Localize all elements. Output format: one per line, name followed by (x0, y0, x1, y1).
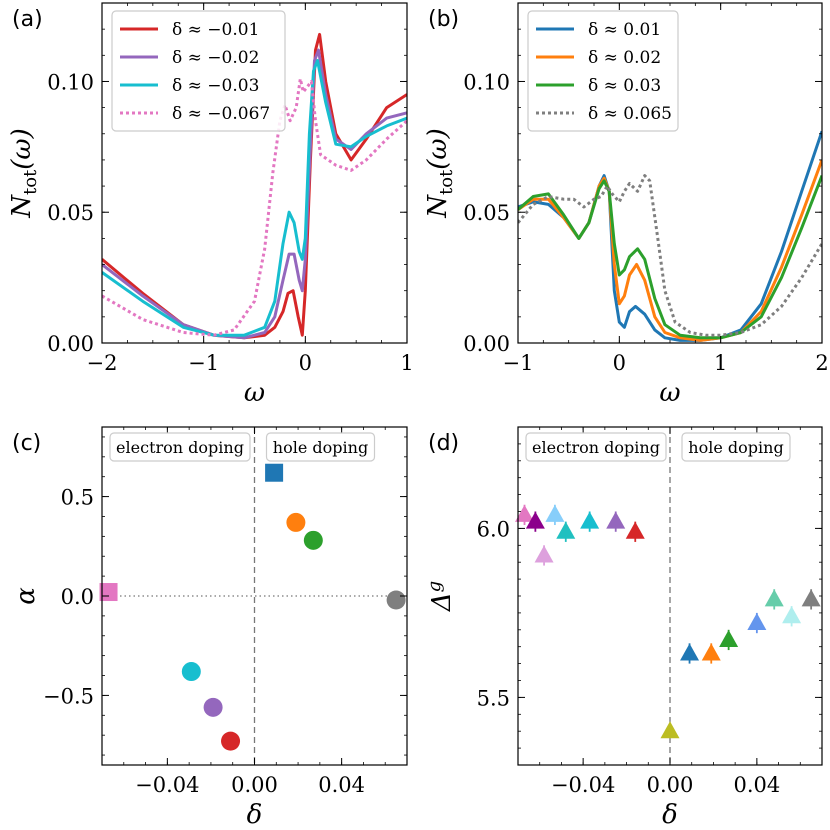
hole-doping-label: hole doping (688, 438, 783, 457)
y-tick-label: 0.5 (61, 486, 94, 510)
data-point-2 (265, 463, 284, 482)
legend-entry: δ ≈ −0.02 (172, 48, 259, 68)
x-tick-label: 0.04 (318, 773, 365, 797)
data-point-5 (386, 590, 406, 610)
data-point-3 (286, 512, 306, 532)
data-point-16 (801, 589, 821, 607)
data-point-4 (545, 504, 565, 522)
data-point-10 (680, 643, 700, 661)
data-point-6 (580, 511, 600, 529)
x-tick-label: 2 (815, 351, 828, 375)
series-line-3 (102, 59, 407, 337)
x-tick-label: 0.00 (647, 773, 694, 797)
series-line-4 (518, 174, 822, 337)
series-line-2 (518, 159, 822, 342)
data-point-4 (303, 530, 323, 550)
data-point-12 (719, 629, 739, 647)
data-point-7 (203, 697, 223, 717)
y-axis-label: Ntot(ω) (7, 128, 41, 219)
x-tick-label: 0 (613, 351, 626, 375)
panel-label: (b) (428, 7, 459, 32)
legend-entry: δ ≈ 0.02 (588, 48, 661, 68)
panel-c: −0.04 0.00 0.04 −0.5 0.0 0.5 δ α (c) electron dop… (11, 426, 408, 830)
x-tick-label: −1 (188, 351, 219, 375)
x-tick-label: 0.00 (231, 773, 278, 797)
y-axis-label: α (11, 587, 41, 605)
data-point-9 (660, 721, 680, 739)
y-tick-label: 0.00 (47, 332, 94, 356)
y-tick-label: 0.10 (463, 70, 510, 94)
data-point-11 (701, 643, 721, 661)
y-tick-label: 5.5 (477, 686, 510, 710)
x-axis-label: δ (662, 800, 678, 830)
x-tick-label: −2 (87, 351, 118, 375)
data-point-14 (764, 589, 784, 607)
legend: δ ≈ −0.01 δ ≈ −0.02 δ ≈ −0.03 δ ≈ −0.067 (111, 10, 286, 132)
y-tick-label: 0.05 (47, 201, 94, 225)
data-point-6 (181, 662, 201, 682)
panel-label: (c) (12, 431, 41, 456)
doping-annotations: electron doping hole doping (525, 432, 791, 462)
data-point-15 (782, 606, 802, 624)
x-axis-label: δ (247, 800, 263, 830)
x-tick-label: −0.04 (551, 773, 615, 797)
data-point-1 (99, 583, 118, 602)
data-point-7 (606, 511, 626, 529)
x-tick-label: 1 (400, 351, 413, 375)
x-tick-label: 0 (299, 351, 312, 375)
y-axis-label: Ntot(ω) (423, 128, 457, 219)
y-tick-label: −0.5 (43, 684, 94, 708)
data-point-13 (747, 613, 767, 631)
panel-d: −0.04 0.00 0.04 5.5 6.0 δ Δg (d) electron doping… (424, 426, 823, 830)
legend-entry: δ ≈ 0.065 (588, 104, 672, 124)
y-axis-label: Δg (424, 581, 457, 612)
series-line-3 (518, 175, 822, 340)
electron-doping-label: electron doping (532, 438, 660, 457)
data-point-3 (534, 545, 554, 563)
legend-entry: δ ≈ 0.01 (588, 20, 661, 40)
data-point-1 (515, 504, 535, 522)
series-line-4 (102, 77, 407, 337)
data-point-2 (525, 511, 545, 529)
hole-doping-label: hole doping (273, 438, 368, 457)
data-point-5 (556, 521, 576, 539)
y-tick-label: 0.00 (463, 332, 510, 356)
data-point-8 (625, 521, 645, 539)
panel-label: (d) (428, 431, 459, 456)
x-axis-label: ω (659, 378, 680, 408)
legend-entry: δ ≈ −0.01 (172, 20, 259, 40)
y-tick-label: 0.10 (47, 70, 94, 94)
legend-entry: δ ≈ −0.03 (172, 76, 259, 96)
x-tick-label: −1 (503, 351, 534, 375)
y-tick-label: 0.0 (61, 585, 94, 609)
x-tick-label: 1 (714, 351, 727, 375)
electron-doping-label: electron doping (116, 438, 244, 457)
panel-label: (a) (12, 7, 43, 32)
legend: δ ≈ 0.01 δ ≈ 0.02 δ ≈ 0.03 δ ≈ 0.065 (527, 10, 679, 132)
legend-entry: δ ≈ 0.03 (588, 76, 661, 96)
y-tick-label: 0.05 (463, 201, 510, 225)
doping-annotations: electron doping hole doping (109, 432, 376, 462)
y-tick-label: 6.0 (477, 517, 510, 541)
x-tick-label: −0.04 (135, 773, 199, 797)
legend-entry: δ ≈ −0.067 (172, 104, 270, 124)
x-axis-label: ω (244, 378, 265, 408)
x-tick-label: 0.04 (733, 773, 780, 797)
data-point-8 (221, 731, 241, 751)
